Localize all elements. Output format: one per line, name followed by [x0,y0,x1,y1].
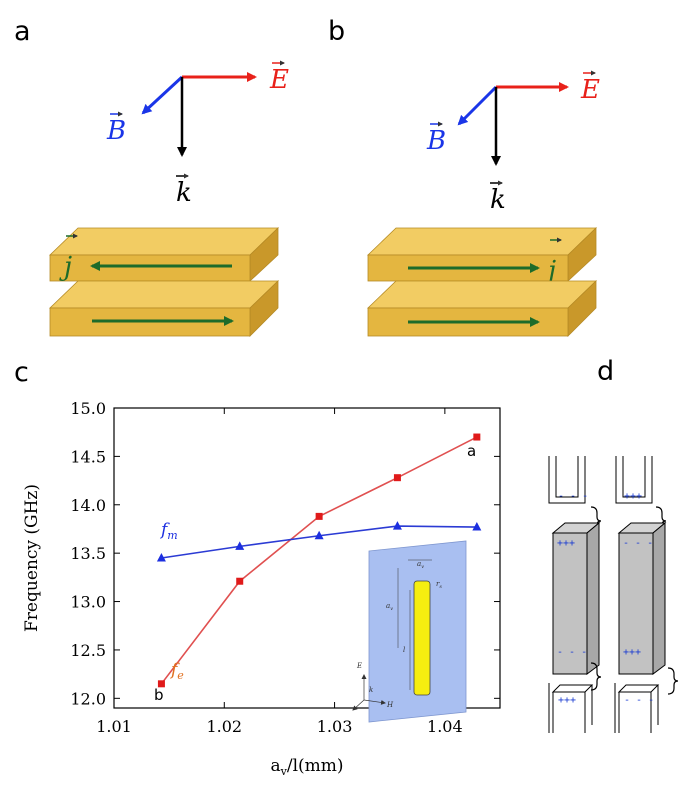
e-vector-label: E [269,60,289,95]
k-vector-label: k [176,173,192,208]
inset-label-e: E [356,662,362,670]
data-point-fm [472,522,482,531]
metal-rod [617,521,667,675]
data-point-fm [392,521,402,530]
panel-d: d - - - +++ - - - +++ [548,356,679,733]
point-label-b: b [154,686,164,704]
x-tick-label: 1.04 [427,717,463,736]
plot-frame [113,407,501,709]
top-metal-slab [367,227,597,282]
inset-axis-h [363,699,386,705]
inset-label-l: l [403,646,405,654]
charge-label: +++ [557,538,575,549]
point-label-a: a [467,442,476,460]
b-field-arrow [457,85,498,126]
charge-label: - - - [557,647,587,658]
top-metal-slab [49,227,279,282]
charge-label: - - - [558,491,588,502]
x-axis: 1.01 1.02 1.03 1.04 [96,408,463,736]
k-vector-label: k [490,180,506,215]
charge-label: +++ [558,695,576,706]
y-tick-label: 12.0 [70,689,106,708]
b-vector-label: B [426,121,446,156]
panel-label-b: b [328,16,345,47]
bottom-metal-slab [49,280,279,337]
panel-label-d: d [597,356,614,387]
inset-label-a: av [417,560,424,570]
inset-wire [413,580,431,696]
series-markers [156,433,482,688]
inset-label-r: rs [436,580,442,590]
svg-text:k: k [176,178,192,208]
data-point-fm [156,553,166,562]
b-field-arrow [141,75,184,115]
bottom-metal-slab [367,280,597,337]
charge-label: - - - [623,538,653,549]
inset-unit-cell: av av l rs E H k [352,540,467,723]
panel-b: b E B k j [328,16,600,337]
y-tick-label: 15.0 [70,399,106,418]
svg-text:E: E [580,75,600,105]
b-vector-label: B [106,111,126,146]
y-tick-label: 12.5 [70,641,106,660]
data-point-fe [315,512,323,520]
gap-brace [590,662,602,691]
y-tick-label: 13.5 [70,544,106,563]
panel-label-c: c [14,357,29,388]
data-point-fe [236,577,244,585]
metal-rod [551,521,601,675]
y-axis-title: Frequency (GHz) [22,484,42,632]
x-tick-label: 1.02 [206,717,242,736]
y-axis: 12.0 12.5 13.0 13.5 14.0 14.5 15.0 [70,399,500,708]
series-label-fm: fm [159,520,178,542]
inset-axis-k [352,699,365,711]
svg-text:B: B [106,116,126,146]
y-tick-label: 14.5 [70,447,106,466]
inset-label-k: k [369,686,373,694]
panel-a: a E B k j [14,16,289,337]
x-tick-label: 1.01 [96,717,132,736]
x-tick-label: 1.03 [317,717,353,736]
data-point-fe [473,433,481,441]
charge-label: - - - [624,695,654,706]
data-point-fm [235,541,245,550]
svg-text:k: k [490,185,506,215]
panel-c: c 12.012.513.013.514.014.515.0 1.01 1.02 1… [14,357,501,778]
svg-text:E: E [269,65,289,95]
y-tick-label: 14.0 [70,496,106,515]
svg-text:B: B [426,126,446,156]
e-vector-label: E [580,70,600,105]
metal-rod-lower [551,684,594,733]
x-axis-title: av/l(mm) [270,756,343,778]
y-tick-label: 13.0 [70,593,106,612]
charge-label: +++ [623,647,641,658]
charge-label: +++ [624,491,642,502]
rod-column-right: +++ - - - +++ - - - [614,456,679,733]
metal-rod-lower [617,684,660,733]
rod-column-left: - - - +++ - - - +++ [548,456,602,733]
data-point-fe [393,474,401,482]
series-label-fe: fe [169,660,184,682]
inset-label-h: H [386,701,394,709]
inset-label-a-vertical: av [386,602,393,612]
data-point-fm [314,530,324,540]
panel-label-a: a [14,16,31,47]
data-point-fe [157,680,165,688]
gap-brace [667,667,679,695]
